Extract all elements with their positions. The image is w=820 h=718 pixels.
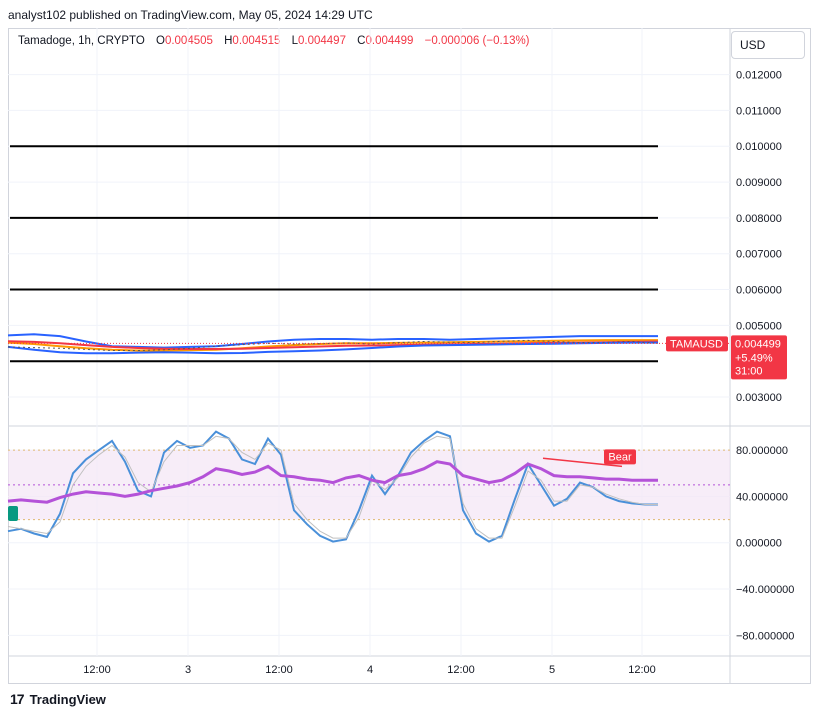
time-tick-label: 12:00 — [447, 664, 475, 676]
osc-tick-label: 40.000000 — [736, 491, 788, 503]
symbol-title[interactable]: Tamadoge, 1h, CRYPTO — [18, 35, 145, 47]
osc-tick-label: 80.000000 — [736, 445, 788, 457]
tradingview-brand: TradingView — [29, 691, 106, 707]
price-tick-label: 0.005000 — [736, 320, 782, 332]
high-label: H — [224, 35, 233, 47]
close-value: 0.004499 — [365, 35, 414, 47]
close-label: C — [357, 35, 366, 47]
price-tick-label: 0.007000 — [736, 249, 782, 261]
price-tick-label: 0.003000 — [736, 392, 782, 404]
bear-label-bg — [604, 449, 636, 465]
osc-tick-label: −40.000000 — [736, 584, 794, 596]
price-tick-label: 0.009000 — [736, 177, 782, 189]
change-value: −0.000006 (−0.13%) — [424, 35, 530, 47]
chart-frame — [8, 28, 811, 684]
price-badge-change: +5.49% — [735, 352, 773, 364]
ohlc-legend: Tamadoge, 1h, CRYPTO O0.004505 H0.004515… — [18, 35, 530, 47]
publish-info: analyst102 published on TradingView.com,… — [8, 8, 373, 22]
time-tick-label: 5 — [549, 664, 555, 676]
tradingview-logo-icon: 17 — [10, 691, 25, 707]
time-tick-label: 3 — [185, 664, 191, 676]
currency-button[interactable]: USD — [731, 31, 805, 59]
bear-divergence-line — [542, 457, 623, 468]
price-tick-label: 0.008000 — [736, 213, 782, 225]
price-series-line — [7, 341, 658, 355]
low-value: 0.004497 — [298, 35, 346, 47]
time-tick-label: 4 — [367, 664, 373, 676]
price-tick-label: 0.011000 — [736, 105, 781, 117]
osc-tick-label: −80.000000 — [736, 630, 794, 642]
ticker-badge-bg — [666, 336, 728, 352]
osc-tick-label: 0.000000 — [736, 538, 782, 550]
open-label: O — [155, 35, 165, 47]
bear-label: Bear — [608, 451, 632, 463]
high-value: 0.004515 — [232, 35, 281, 47]
tradingview-logo[interactable]: 17 TradingView — [10, 691, 106, 707]
price-badge-countdown: 31:00 — [735, 365, 763, 377]
osc-series-line — [7, 430, 658, 543]
time-tick-label: 12:00 — [265, 664, 293, 676]
price-tick-label: 0.012000 — [736, 70, 782, 82]
osc-series-line — [7, 435, 658, 539]
ticker-badge-label: TAMAUSD — [670, 338, 723, 350]
osc-series-line — [7, 460, 658, 504]
price-tick-label: 0.010000 — [736, 141, 782, 153]
price-badge-value: 0.004499 — [735, 338, 781, 350]
low-label: L — [291, 35, 298, 47]
time-tick-label: 12:00 — [83, 664, 111, 676]
open-value: 0.004505 — [164, 35, 213, 47]
price-tick-label: 0.006000 — [736, 285, 782, 297]
price-badge-bg — [731, 335, 787, 380]
bull-label-bg — [8, 506, 18, 521]
time-tick-label: 12:00 — [628, 664, 656, 676]
